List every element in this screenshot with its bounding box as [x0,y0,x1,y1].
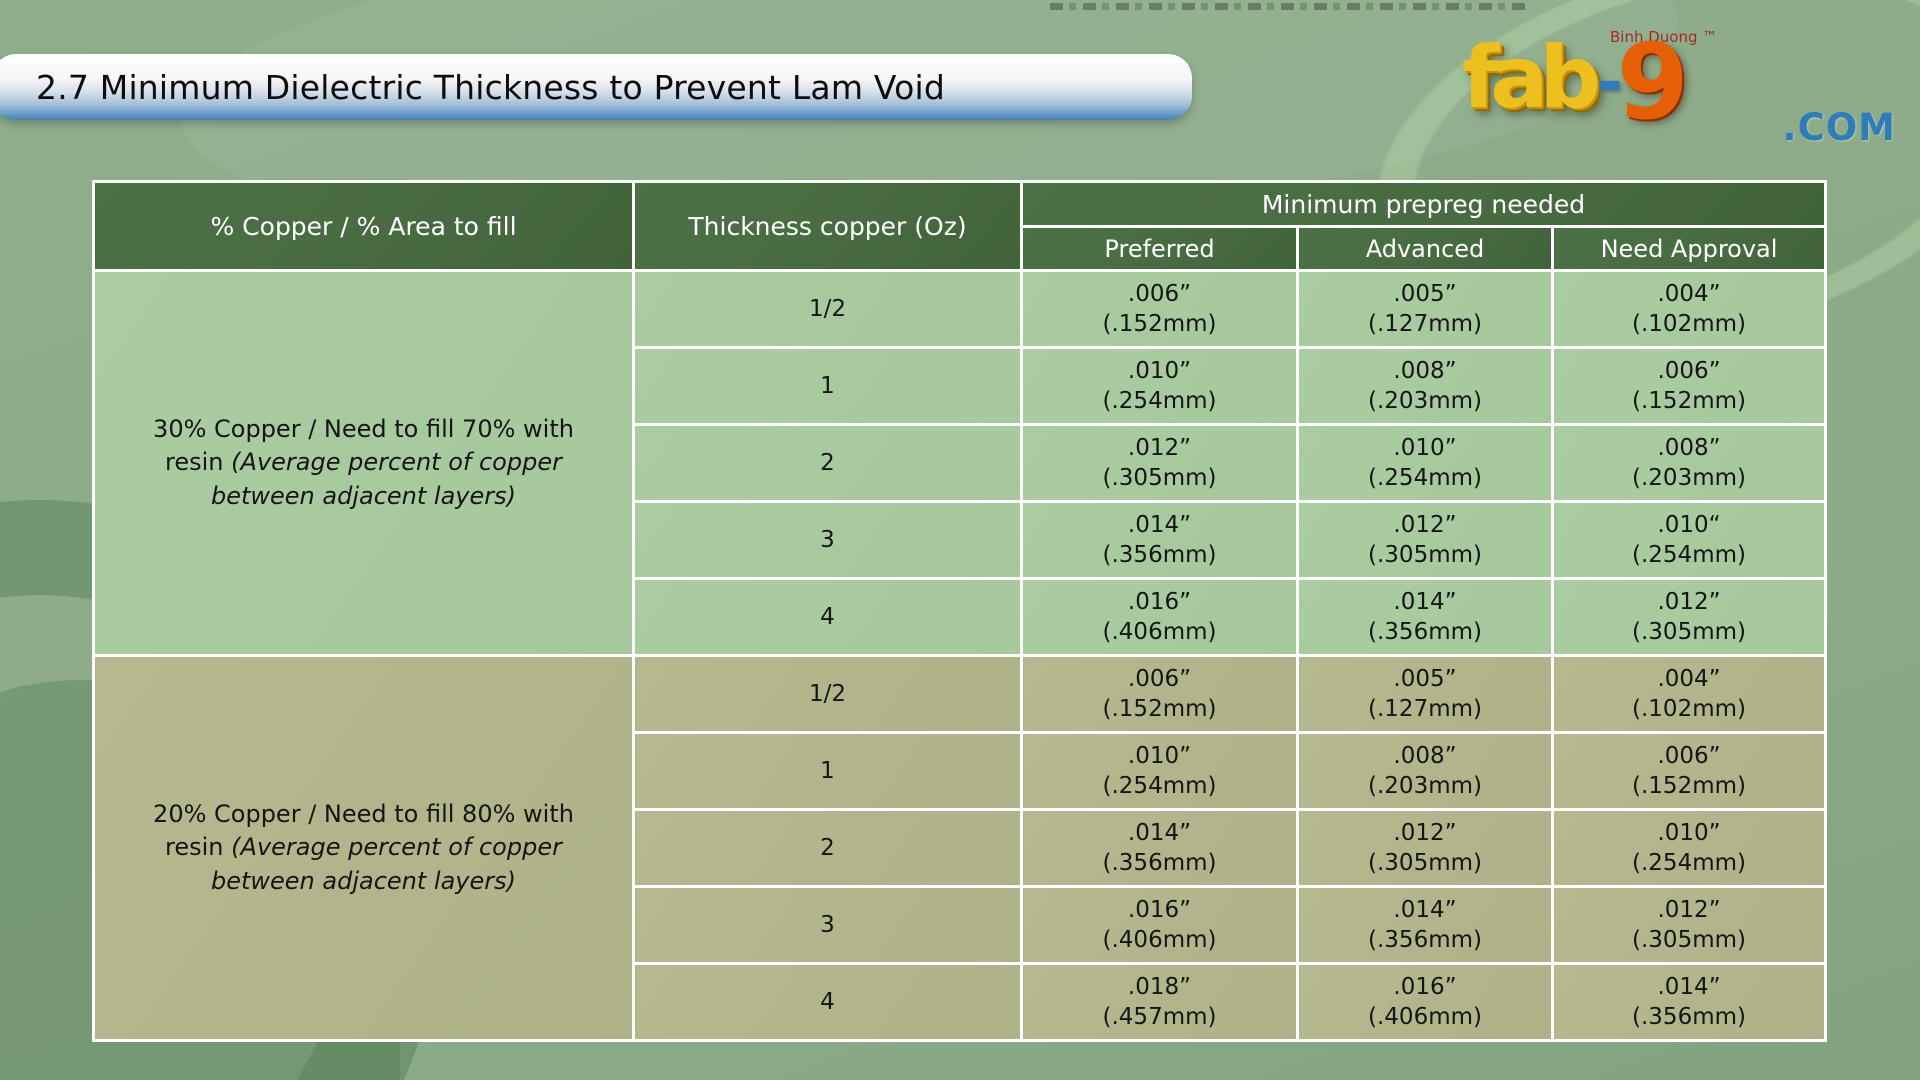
value-cell: .010” (.254mm) [1550,808,1828,888]
value-cell: .014” (.356mm) [1296,577,1554,657]
header-thickness-copper: Thickness copper (Oz) [632,180,1023,272]
header-advanced: Advanced [1296,225,1554,272]
table-row: 4 .018” (.457mm) .016” (.406mm) .014” (.356… [94,962,1828,1042]
oz-cell: 4 [632,577,1023,657]
group-label-italic: (Average percent of copper between adjac… [210,833,562,895]
value-cell: .016” (.406mm) [1020,577,1299,657]
logo-fab-text: fab [1462,28,1601,128]
value-cell: .008” (.203mm) [1550,423,1828,503]
table-row: 1 .010” (.254mm) .008” (.203mm) .006” (.152… [94,731,1828,811]
fab9-logo: Binh Duong ™ fab - 9 .COM [1462,16,1902,149]
oz-cell: 2 [632,808,1023,888]
logo-com-text: .COM [1782,106,1896,149]
group-label-20-percent: 20% Copper / Need to fill 80% with resin… [92,654,635,1042]
value-cell: .006” (.152mm) [1550,731,1828,811]
oz-cell: 1/2 [632,269,1023,349]
logo-nine-circuit: 9 [1616,21,1689,143]
header-row-2: Preferred Advanced Need Approval [94,225,1828,272]
header-need-approval: Need Approval [1550,225,1828,272]
value-cell: .014” (.356mm) [1296,885,1554,965]
oz-cell: 1/2 [632,654,1023,734]
value-cell: .014” (.356mm) [1020,500,1299,580]
group-label-30-percent: 30% Copper / Need to fill 70% with resin… [92,269,635,657]
value-cell: .005” (.127mm) [1296,654,1554,734]
header-minimum-prepreg: Minimum prepreg needed [1019,180,1828,228]
table-row: 2 .012” (.305mm) .010” (.254mm) .008” (.203… [94,423,1828,503]
value-cell: .016” (.406mm) [1296,962,1554,1042]
logo-dash: - [1596,46,1623,120]
oz-cell: 4 [632,962,1023,1042]
value-cell: .014” (.356mm) [1550,962,1828,1042]
value-cell: .004” (.102mm) [1550,269,1828,349]
logo-tagline: Binh Duong ™ [1610,28,1718,46]
table-row: 4 .016” (.406mm) .014” (.356mm) .012” (.305… [94,577,1828,657]
value-cell: .012” (.305mm) [1296,500,1554,580]
oz-cell: 3 [632,885,1023,965]
oz-cell: 2 [632,423,1023,503]
header-row-1: % Copper / % Area to fill Thickness copp… [92,180,1828,272]
top-circuit-strip [1050,3,1530,10]
group-label-italic: (Average percent of copper between adjac… [210,448,562,510]
value-cell: .010“ (.254mm) [1550,500,1828,580]
oz-cell: 1 [632,346,1023,426]
page-title: 2.7 Minimum Dielectric Thickness to Prev… [36,67,946,107]
oz-cell: 3 [632,500,1023,580]
table-row: 1 .010” (.254mm) .008” (.203mm) .006” (.152… [94,346,1828,426]
table-row: 30% Copper / Need to fill 70% with resin… [92,269,1828,657]
value-cell: .005” (.127mm) [1296,269,1554,349]
value-cell: .016” (.406mm) [1020,885,1299,965]
value-cell: .006” (.152mm) [1020,654,1299,734]
value-cell: .010” (.254mm) [1296,423,1554,503]
header-preferred: Preferred [1020,225,1299,272]
value-cell: .004” (.102mm) [1550,654,1828,734]
logo-wordmark: fab - 9 [1462,21,1689,143]
table-row: 3 .014” (.356mm) .012” (.305mm) .010“ (.254… [94,500,1828,580]
group-label-main: 30% Copper / Need to fill 70% with resin [153,415,574,477]
value-cell: .012” (.305mm) [1550,577,1828,657]
value-cell: .012” (.305mm) [1020,423,1299,503]
table-row: 3 .016” (.406mm) .014” (.356mm) .012” (.305… [94,885,1828,965]
header-copper-area: % Copper / % Area to fill [92,180,635,272]
table-row: 20% Copper / Need to fill 80% with resin… [92,654,1828,1042]
title-bar: 2.7 Minimum Dielectric Thickness to Prev… [0,54,1192,120]
oz-cell: 1 [632,731,1023,811]
value-cell: .010” (.254mm) [1020,731,1299,811]
value-cell: .010” (.254mm) [1020,346,1299,426]
table-row: 2 .014” (.356mm) .012” (.305mm) .010” (.254… [94,808,1828,888]
value-cell: .014” (.356mm) [1020,808,1299,888]
value-cell: .012” (.305mm) [1296,808,1554,888]
value-cell: .008” (.203mm) [1296,346,1554,426]
value-cell: .006” (.152mm) [1550,346,1828,426]
value-cell: .012” (.305mm) [1550,885,1828,965]
value-cell: .006” (.152mm) [1020,269,1299,349]
value-cell: .008” (.203mm) [1296,731,1554,811]
prepreg-table: % Copper / % Area to fill Thickness copp… [92,180,1828,1042]
group-label-main: 20% Copper / Need to fill 80% with resin [153,800,574,862]
value-cell: .018” (.457mm) [1020,962,1299,1042]
